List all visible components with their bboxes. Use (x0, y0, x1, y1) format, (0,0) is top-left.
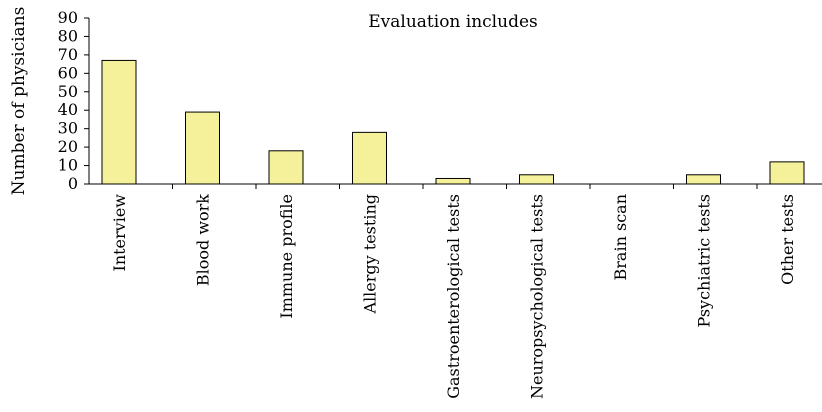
y-tick-label: 60 (58, 63, 78, 82)
x-category-label: Neuropsychological tests (528, 194, 547, 399)
x-category-label: Allergy testing (361, 194, 380, 314)
y-tick-label: 0 (68, 174, 78, 193)
x-category-label: Psychiatric tests (695, 194, 714, 328)
x-category-label: Blood work (194, 194, 213, 286)
bar (519, 174, 554, 185)
x-axis-labels: Interview Blood work Immune profile Allergy… (110, 184, 797, 399)
y-tick-label: 30 (58, 119, 78, 138)
y-tick-label: 90 (58, 8, 78, 27)
bar (185, 111, 220, 185)
bar (435, 177, 471, 185)
y-tick-label: 50 (58, 82, 78, 101)
y-tick-label: 10 (58, 156, 78, 175)
bar (352, 131, 387, 185)
bar (268, 150, 304, 185)
y-tick-label: 40 (58, 100, 78, 119)
y-tick-label: 80 (58, 26, 78, 45)
x-category-label: Interview (110, 194, 129, 272)
y-axis-title: Number of physicians (9, 7, 29, 196)
x-category-label: Immune profile (277, 194, 296, 319)
x-category-label: Gastroenterological tests (444, 194, 463, 399)
bars-group (101, 59, 805, 185)
x-category-label: Other tests (778, 194, 797, 285)
y-tick-label: 20 (58, 137, 78, 156)
y-tick-label: 70 (58, 45, 78, 64)
bar (101, 59, 137, 185)
bar (769, 161, 805, 185)
chart-title: Evaluation includes (368, 12, 538, 32)
x-category-label: Brain scan (611, 194, 630, 280)
bar (686, 174, 721, 185)
